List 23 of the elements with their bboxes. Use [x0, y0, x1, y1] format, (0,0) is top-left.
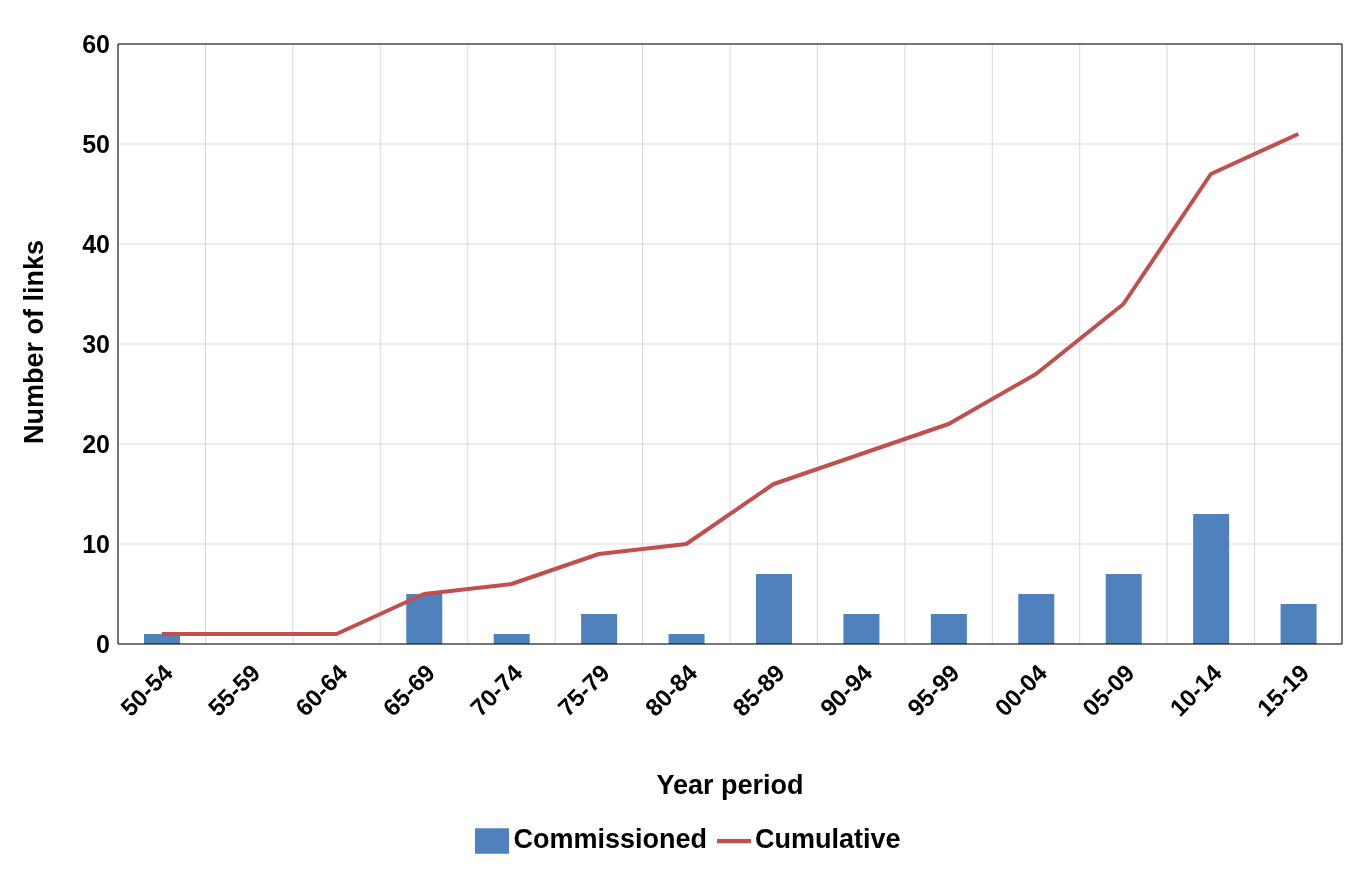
bar — [581, 614, 618, 644]
bar — [406, 594, 443, 644]
y-tick-label: 50 — [82, 129, 110, 158]
bar — [1193, 514, 1230, 644]
bar — [493, 634, 530, 644]
bar — [1018, 594, 1055, 644]
bar — [756, 574, 792, 644]
y-axis-title: Number of links — [18, 239, 49, 444]
legend-label: Cumulative — [755, 824, 901, 855]
y-tick-label: 30 — [82, 329, 110, 358]
bar — [668, 634, 705, 644]
x-axis-title: Year period — [656, 770, 804, 800]
bar — [843, 614, 880, 644]
bar — [1280, 604, 1317, 644]
y-tick-label: 0 — [96, 629, 110, 658]
y-tick-label: 60 — [82, 29, 110, 58]
line-series — [159, 132, 1301, 636]
y-tick-label: 40 — [82, 229, 110, 258]
legend-label: Commissioned — [513, 824, 707, 855]
bar — [1105, 574, 1142, 644]
y-tick-label: 20 — [82, 429, 110, 458]
y-tick-label: 10 — [82, 529, 110, 558]
bar — [930, 614, 967, 644]
